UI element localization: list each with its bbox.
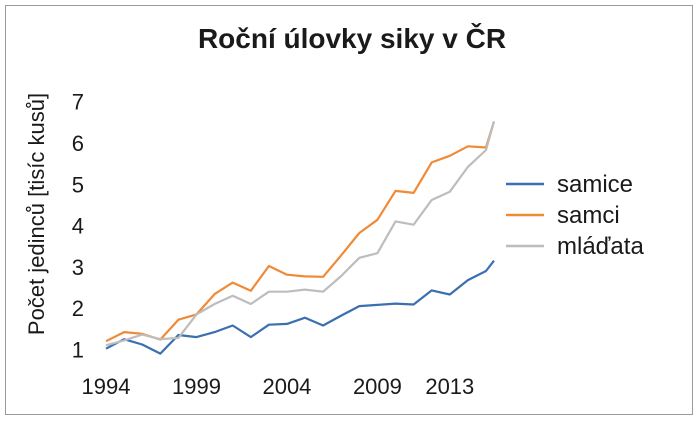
y-tick-label: 3	[72, 255, 84, 280]
x-tick-label: 1994	[82, 374, 131, 399]
y-axis-ticks: 1 2 3 4 5 6 7	[72, 90, 84, 363]
y-tick-label: 2	[72, 296, 84, 321]
y-tick-label: 7	[72, 90, 84, 115]
x-tick-label: 2013	[425, 374, 474, 399]
y-axis-label: Počet jedinců [tisíc kusů]	[24, 93, 49, 335]
series-lines	[105, 121, 496, 355]
legend-label: samci	[557, 202, 620, 229]
x-tick-label: 1999	[172, 374, 221, 399]
x-tick-label: 2004	[262, 374, 311, 399]
series-line-mláďata	[105, 121, 496, 347]
y-tick-label: 4	[72, 214, 84, 239]
y-tick-label: 1	[72, 337, 84, 362]
x-axis-ticks: 1994 1999 2004 2009 2013	[82, 374, 475, 399]
line-chart: Roční úlovky siky v ČR Počet jedinců [ti…	[24, 22, 644, 399]
y-tick-label: 6	[72, 131, 84, 156]
chart-title: Roční úlovky siky v ČR	[198, 22, 506, 54]
legend-label: samice	[557, 171, 633, 198]
legend: samice samci mláďata	[506, 171, 644, 260]
x-tick-label: 2009	[353, 374, 402, 399]
series-line-samice	[105, 260, 495, 355]
legend-label: mláďata	[557, 233, 644, 260]
y-tick-label: 5	[72, 172, 84, 197]
series-line-samci	[105, 121, 496, 343]
chart-frame: Roční úlovky siky v ČR Počet jedinců [ti…	[5, 5, 693, 415]
